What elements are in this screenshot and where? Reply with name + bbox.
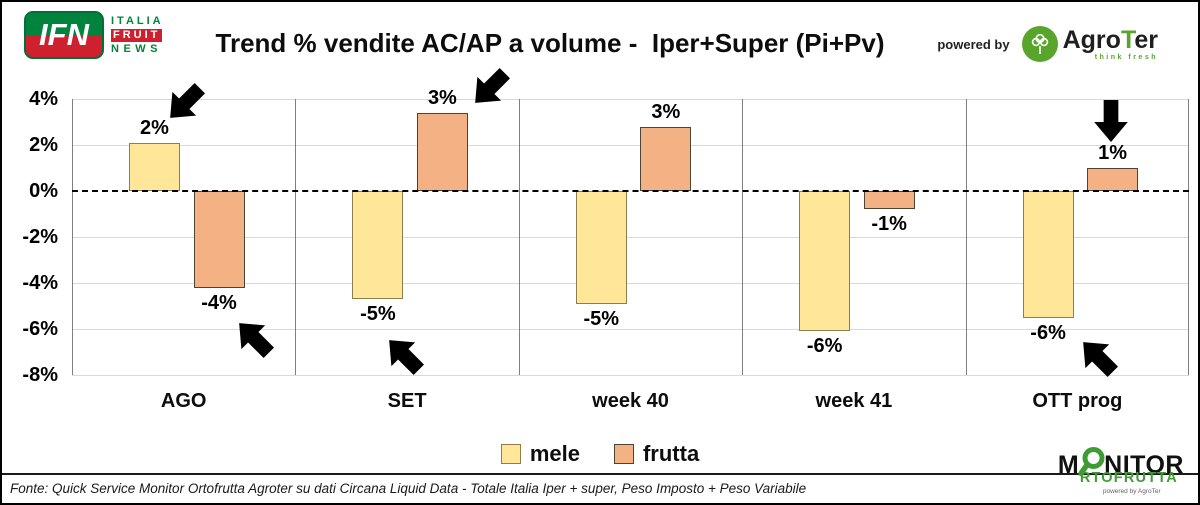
monitor-line2: RTOFRUTTA [1079, 470, 1178, 486]
panel-separator [295, 99, 297, 375]
panel-separator [72, 99, 73, 375]
data-label-frutta-OTT-prog: 1% [1098, 142, 1128, 164]
ifn-logo-icon: IFN [24, 11, 104, 59]
ifn-logo-wordmark: ITALIA FRUIT NEWS [111, 14, 164, 55]
gridline [72, 283, 1189, 284]
bar-mele-AGO [129, 142, 180, 191]
data-label-frutta-SET: 3% [427, 86, 457, 109]
monitor-line1: M NITOR [1058, 446, 1184, 478]
bar-frutta-week-41 [863, 191, 915, 210]
x-label-SET: SET [387, 390, 427, 412]
bar-frutta-week-40 [640, 126, 692, 191]
panel-separator [965, 99, 967, 375]
x-label-week-41: week 41 [815, 390, 893, 412]
data-label-mele-week-41: -6% [806, 335, 843, 358]
bar-frutta-OTT-prog [1087, 168, 1139, 191]
monitor-ortofrutta-logo: M NITOR RTOFRUTTA powered by AgroTer [1058, 446, 1184, 495]
data-label-frutta-AGO: -4% [201, 291, 237, 314]
panel-separator [1187, 99, 1189, 375]
y-tick-label: -4% [22, 272, 58, 294]
zero-line [72, 190, 1189, 192]
legend-label-mele: mele [529, 441, 580, 466]
legend-item-frutta: frutta [613, 441, 700, 467]
ifn-logo-fruit: FRUIT [111, 28, 163, 42]
gridline [72, 375, 1189, 376]
data-label-mele-SET: -5% [360, 303, 396, 326]
ifn-logo-news: NEWS [111, 42, 162, 55]
y-tick-label: 0% [29, 180, 58, 202]
legend-swatch-frutta [613, 444, 634, 464]
source-text: Fonte: Quick Service Monitor Ortofrutta … [10, 481, 807, 496]
data-label-mele-AGO: 2% [140, 116, 169, 139]
y-tick-label: 2% [29, 134, 58, 156]
bar-mele-OTT-prog [1022, 191, 1074, 318]
agroter-name: AgroTer [1062, 25, 1158, 54]
agroter-logo: AgroTer think fresh [1021, 25, 1158, 62]
agroter-tagline: think fresh [1094, 53, 1158, 61]
bar-frutta-SET [416, 112, 468, 191]
panel-separator [742, 99, 744, 375]
bar-mele-week-41 [799, 191, 851, 332]
monitor-powered-by: powered by AgroTer [1102, 487, 1161, 495]
bar-mele-SET [352, 191, 404, 300]
y-tick-label: -8% [22, 364, 58, 386]
powered-by-block: powered by AgroTer think fresh [937, 26, 1158, 62]
powered-by-label: powered by [937, 36, 1010, 52]
magnifier-icon [1078, 446, 1105, 478]
legend-swatch-mele [500, 444, 521, 464]
legend-label-frutta: frutta [642, 441, 700, 466]
gridline [72, 329, 1189, 330]
y-axis: 4% 2% 0% -2% -4% -6% -8% [2, 88, 58, 386]
ifn-logo: IFN ITALIA FRUIT NEWS [24, 11, 164, 59]
bar-mele-week-40 [575, 191, 627, 304]
y-tick-label: -6% [22, 318, 58, 340]
y-tick-label: 4% [29, 88, 58, 110]
agroter-tree-icon [1021, 26, 1058, 62]
data-label-mele-OTT-prog: -6% [1030, 321, 1066, 344]
data-label-frutta-week-41: -1% [871, 213, 907, 236]
panel-separator [518, 99, 520, 375]
x-label-AGO: AGO [160, 390, 207, 412]
plot-area: 2% -4% -5% 3% -5% 3% -6% -1% -6% 1% [72, 87, 1189, 376]
legend-item-mele: mele [500, 441, 580, 467]
y-tick-label: -2% [22, 226, 58, 248]
data-label-frutta-week-40: 3% [651, 100, 681, 123]
x-label-week-40: week 40 [592, 390, 669, 412]
gridline [72, 99, 1189, 100]
data-label-mele-week-40: -5% [583, 307, 620, 330]
chart-title: Trend % vendite AC/AP a volume - Iper+Su… [215, 28, 885, 58]
bar-frutta-AGO [193, 191, 245, 288]
x-label-OTT-prog: OTT prog [1032, 390, 1123, 412]
agroter-wordmark: AgroTer think fresh [1062, 25, 1158, 61]
legend: mele frutta [2, 441, 1198, 467]
ifn-logo-italia: ITALIA [111, 14, 164, 27]
gridline [72, 237, 1189, 238]
x-axis-labels: AGO SET week 40 week 41 OTT prog [72, 390, 1189, 413]
footer-divider [2, 473, 1198, 475]
gridline [72, 145, 1189, 146]
